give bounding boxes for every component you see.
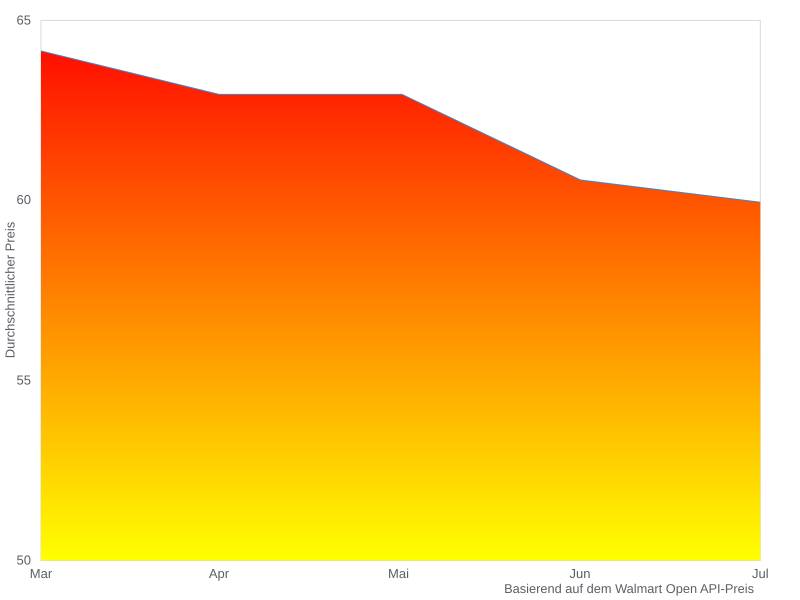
svg-text:60: 60: [17, 192, 31, 207]
svg-text:Apr: Apr: [209, 566, 230, 581]
svg-text:Jun: Jun: [570, 566, 591, 581]
svg-text:Mar: Mar: [30, 566, 53, 581]
svg-text:Durchschnittlicher Preis: Durchschnittlicher Preis: [3, 221, 18, 358]
svg-text:55: 55: [17, 373, 31, 388]
svg-text:Mai: Mai: [388, 566, 409, 581]
svg-text:Jul: Jul: [752, 566, 769, 581]
svg-text:65: 65: [17, 13, 31, 28]
